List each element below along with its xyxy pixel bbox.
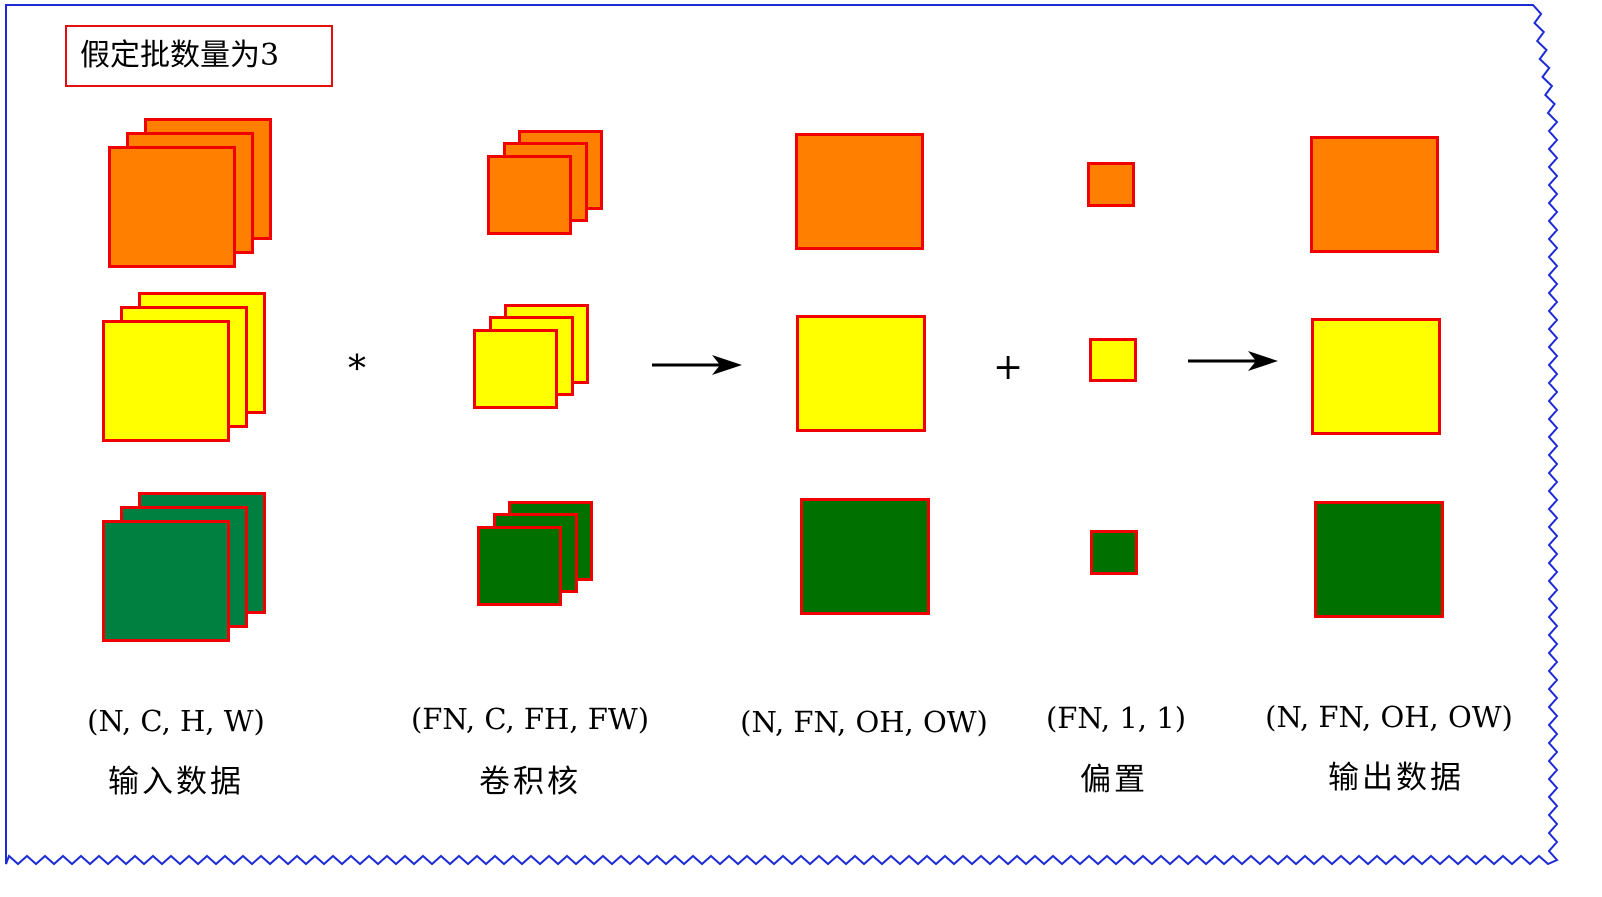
output-shape-label: (N, FN, OH, OW) xyxy=(1265,700,1513,734)
conv-output-shape-label: (N, FN, OH, OW) xyxy=(740,705,988,739)
kernel xyxy=(487,155,572,235)
output-yellow xyxy=(1311,318,1441,435)
output-green xyxy=(1314,501,1444,618)
conv-output-green xyxy=(800,498,930,615)
bias-orange xyxy=(1087,162,1135,207)
kernel xyxy=(473,329,558,409)
batch-size-note: 假定批数量为3 xyxy=(65,25,333,87)
input-shape-label: (N, C, H, W) xyxy=(87,704,265,738)
conv-output-yellow xyxy=(796,315,926,432)
convolution-operator: * xyxy=(348,349,366,390)
right-arrow-icon xyxy=(1188,351,1278,371)
bias-shape-label: (FN, 1, 1) xyxy=(1045,701,1187,735)
input-map xyxy=(108,146,236,268)
output-orange xyxy=(1310,136,1439,253)
right-arrow-icon xyxy=(652,355,742,375)
kernel-shape-label: (FN, C, FH, FW) xyxy=(410,702,650,736)
add-operator: + xyxy=(993,347,1024,388)
input-data-label: 输入数据 xyxy=(108,764,244,800)
kernel xyxy=(477,526,562,606)
bias-yellow xyxy=(1089,338,1137,382)
bias-label: 偏置 xyxy=(1080,762,1148,798)
input-map xyxy=(102,320,230,442)
bias-green xyxy=(1090,530,1138,575)
kernel-label: 卷积核 xyxy=(479,764,581,800)
input-map xyxy=(102,520,230,642)
conv-output-orange xyxy=(795,133,924,250)
output-data-label: 输出数据 xyxy=(1328,760,1464,796)
